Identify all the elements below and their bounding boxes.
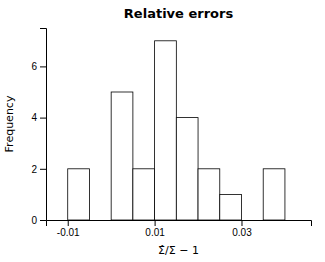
x-tick-mark bbox=[155, 220, 156, 226]
bar bbox=[263, 169, 285, 220]
x-axis-title: Σ̂/Σ − 1 bbox=[158, 244, 199, 257]
x-tick-mark bbox=[241, 220, 242, 226]
x-tick-label: 0.03 bbox=[232, 227, 252, 238]
plot: -0.01 0.01 0.03 0 2 4 6 bbox=[31, 29, 311, 239]
x-tick: -0.01 bbox=[57, 220, 80, 238]
bars bbox=[68, 41, 285, 220]
y-tick-mark bbox=[40, 220, 46, 221]
y-axis-line bbox=[40, 29, 47, 221]
x-tick: 0.03 bbox=[232, 220, 252, 238]
x-tick-label: -0.01 bbox=[57, 227, 80, 238]
x-axis: -0.01 0.01 0.03 bbox=[47, 220, 312, 238]
chart: -0.01 0.01 0.03 0 2 4 6 Relative errors Σ̂/Σ − 1… bbox=[0, 0, 325, 262]
y-tick: 0 bbox=[31, 215, 46, 226]
x-tick: 0.01 bbox=[145, 220, 165, 238]
x-tick-label: 0.01 bbox=[145, 227, 165, 238]
y-tick-label: 4 bbox=[31, 112, 37, 123]
bar bbox=[46, 220, 68, 221]
y-tick: 4 bbox=[31, 112, 46, 123]
bar bbox=[285, 220, 307, 221]
y-tick-label: 0 bbox=[31, 215, 37, 226]
y-tick: 6 bbox=[31, 61, 46, 72]
bar bbox=[220, 194, 242, 220]
bar bbox=[241, 220, 263, 221]
y-tick-mark bbox=[40, 66, 46, 67]
bar bbox=[198, 169, 220, 220]
y-tick-label: 2 bbox=[31, 164, 37, 175]
y-axis: 0 2 4 6 bbox=[31, 29, 46, 226]
bar bbox=[68, 169, 90, 220]
bar bbox=[155, 41, 177, 220]
y-tick-mark bbox=[40, 169, 46, 170]
bar bbox=[133, 169, 155, 220]
title: Relative errors bbox=[124, 6, 234, 21]
bar bbox=[89, 220, 111, 221]
bar bbox=[111, 92, 133, 220]
y-tick-mark bbox=[40, 118, 46, 119]
x-axis-line bbox=[47, 221, 312, 227]
y-axis-title: Frequency bbox=[3, 95, 16, 152]
x-tick-mark bbox=[68, 220, 69, 226]
y-tick-label: 6 bbox=[31, 61, 37, 72]
y-tick: 2 bbox=[31, 164, 46, 175]
bar bbox=[176, 118, 198, 220]
